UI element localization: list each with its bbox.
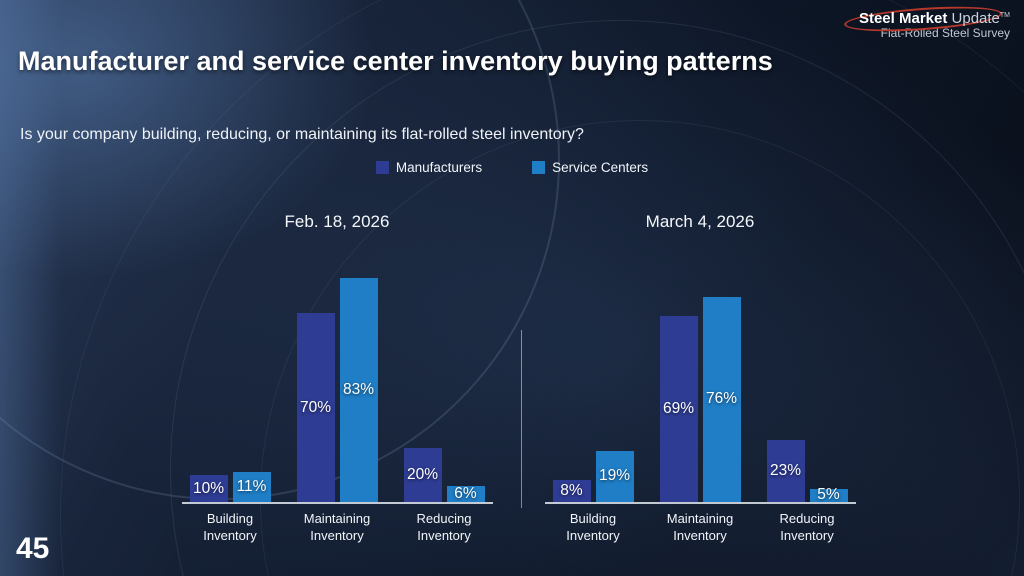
bar-group: 10% 11% Building Inventory xyxy=(189,472,271,543)
bar-value-label: 70% xyxy=(299,398,332,416)
bar-group: 69% 76% Maintaining Inventory xyxy=(659,296,741,543)
bar-group: 20% 6% Reducing Inventory xyxy=(403,448,485,543)
chart-march-4: March 4, 2026 8% 19% Building Inventory 69%… xyxy=(520,198,880,543)
chart-title: Feb. 18, 2026 xyxy=(284,212,390,231)
bar-value-label: 69% xyxy=(662,399,695,417)
logo-title-bold: Steel Market xyxy=(858,10,948,27)
bar-value-label: 83% xyxy=(342,380,375,398)
chart-divider-line xyxy=(521,330,522,508)
bar-service-centers: 11% xyxy=(232,472,271,502)
bar-value-label: 10% xyxy=(192,479,225,497)
bar-value-label: 6% xyxy=(454,484,477,502)
bar-group: 23% 5% Reducing Inventory xyxy=(766,439,848,543)
smu-logo: Steel Market UpdateTM Flat-Rolled Steel … xyxy=(843,2,1010,41)
logo-subtitle: Flat-Rolled Steel Survey xyxy=(880,26,1010,41)
bar-manufacturers: 69% xyxy=(659,315,698,502)
chart-feb-18: Feb. 18, 2026 10% 11% Building Inventory 70… xyxy=(157,198,517,543)
logo-title-light: Update xyxy=(951,10,1000,27)
category-label: Building Inventory xyxy=(566,511,620,543)
bar-value-label: 23% xyxy=(769,461,802,479)
bar-value-label: 11% xyxy=(236,478,267,496)
category-label: Maintaining Inventory xyxy=(303,511,371,543)
category-label: Reducing Inventory xyxy=(416,511,472,543)
page-number: 45 xyxy=(16,532,50,565)
bar-manufacturers: 23% xyxy=(766,439,805,502)
bar-value-label: 5% xyxy=(817,486,840,504)
legend-label-manufacturers: Manufacturers xyxy=(395,160,483,175)
bar-value-label: 20% xyxy=(406,466,439,483)
legend-label-service-centers: Service Centers xyxy=(552,160,649,175)
service-centers-swatch-icon xyxy=(532,161,546,174)
category-label: Maintaining Inventory xyxy=(666,511,734,543)
legend-item-manufacturers: Manufacturers xyxy=(375,160,483,175)
bar-manufacturers: 8% xyxy=(552,480,591,502)
legend-item-service-centers: Service Centers xyxy=(532,160,648,175)
bar-service-centers: 5% xyxy=(809,486,848,504)
bar-manufacturers: 70% xyxy=(296,313,335,502)
chart-legend: Manufacturers Service Centers xyxy=(0,160,1024,175)
bar-value-label: 19% xyxy=(598,467,631,485)
bar-manufacturers: 10% xyxy=(189,475,228,502)
chart-title: March 4, 2026 xyxy=(645,212,755,231)
survey-question: Is your company building, reducing, or m… xyxy=(20,126,584,143)
logo-title: Steel Market UpdateTM xyxy=(859,10,1010,27)
logo-trademark: TM xyxy=(999,12,1010,19)
category-label: Building Inventory xyxy=(203,511,257,543)
bar-service-centers: 19% xyxy=(595,450,634,502)
bar-value-label: 8% xyxy=(560,482,583,500)
bar-plot: 8% 19% Building Inventory 69% 76% Maintaining… xyxy=(544,256,856,543)
manufacturers-swatch-icon xyxy=(375,161,389,174)
bar-value-label: 76% xyxy=(705,390,738,408)
bar-group: 70% 83% Maintaining Inventory xyxy=(296,277,378,543)
bar-group: 8% 19% Building Inventory xyxy=(552,450,634,543)
bar-service-centers: 6% xyxy=(446,484,485,502)
bar-plot: 10% 11% Building Inventory 70% 83% Maintainin… xyxy=(181,256,493,543)
bar-manufacturers: 20% xyxy=(403,448,442,502)
page-title: Manufacturer and service center inventor… xyxy=(18,46,773,76)
bar-service-centers: 83% xyxy=(339,277,378,502)
bar-service-centers: 76% xyxy=(702,296,741,502)
category-label: Reducing Inventory xyxy=(779,511,835,543)
